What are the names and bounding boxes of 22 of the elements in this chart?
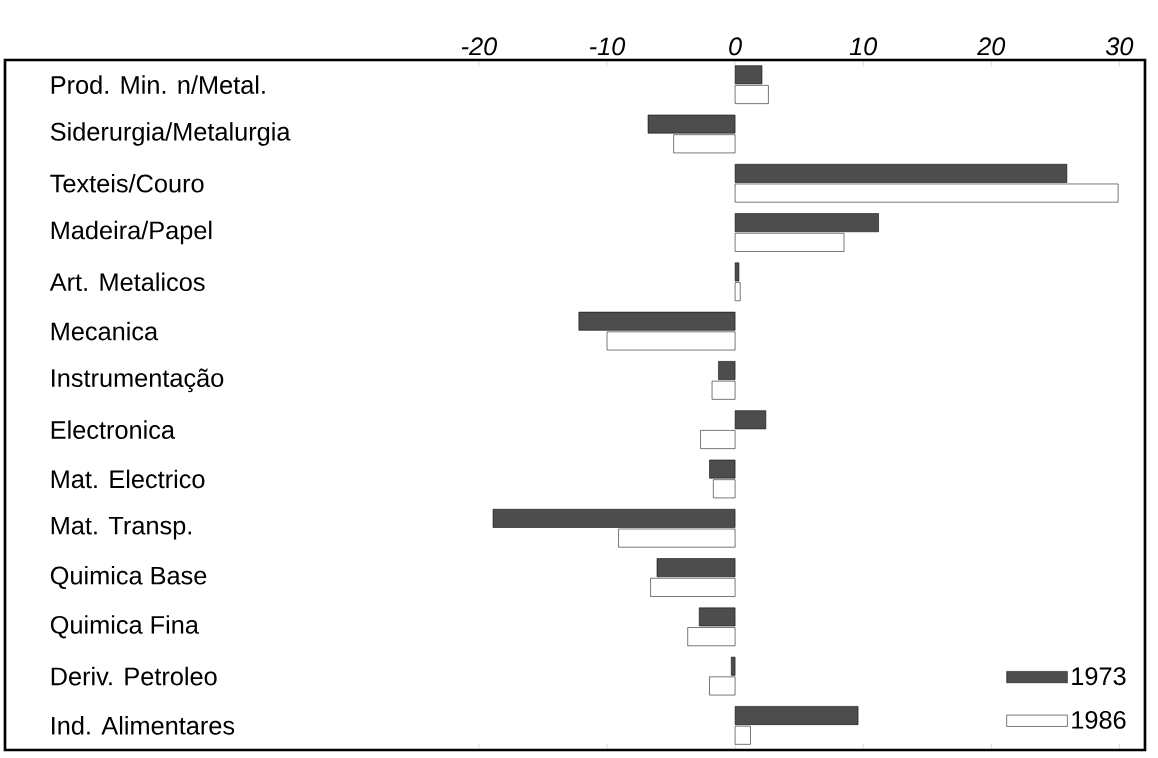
x-tick-label: -20 — [461, 37, 498, 56]
y-tick-label: Madeira/Papel — [51, 220, 212, 245]
x-tick-label: 10 — [849, 37, 878, 56]
y-tick-label: Art. Metalicos — [49, 272, 205, 292]
legend-label: 1986 — [1072, 710, 1126, 729]
legend-label: 1973 — [1072, 667, 1126, 686]
y-tick-label: Mat. Electrico — [51, 469, 205, 489]
x-tick-label: 0 — [729, 37, 742, 56]
x-tick-label: 20 — [977, 37, 1006, 56]
y-tick-label: Instrumentação — [52, 368, 224, 393]
y-tick-label: Quimica Fina — [50, 615, 199, 639]
y-tick-label: Siderurgia/Metalurgia — [50, 122, 291, 146]
y-tick-label: Quimica Base — [50, 565, 207, 590]
y-tick-label: Texteis/Couro — [50, 173, 204, 193]
y-tick-label: Deriv. Petroleo — [51, 666, 217, 686]
y-tick-label: Mecanica — [51, 321, 159, 341]
x-tick-label: -10 — [590, 37, 626, 56]
y-tick-label: Ind. Alimentares — [52, 716, 235, 735]
y-tick-label: Prod. Min. n/Metal. — [51, 75, 265, 94]
x-tick-label: 30 — [1105, 37, 1134, 56]
y-tick-label: Electronica — [51, 420, 176, 439]
y-tick-label: Mat. Transp. — [51, 516, 192, 540]
